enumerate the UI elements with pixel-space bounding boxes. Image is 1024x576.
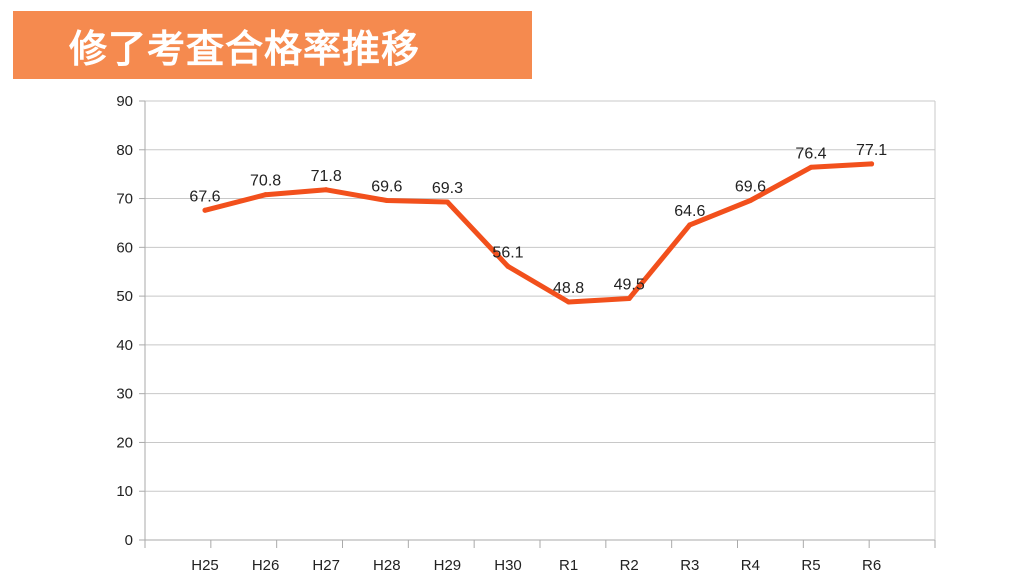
title-banner: 修了考査合格率推移 (13, 11, 532, 79)
y-tick-label: 30 (116, 386, 133, 403)
x-tick-label: R2 (620, 557, 639, 574)
data-label: 67.6 (189, 188, 220, 205)
y-tick-label: 90 (116, 93, 133, 110)
data-label: 48.8 (553, 280, 584, 297)
y-tick-label: 10 (116, 483, 133, 500)
x-tick-label: H28 (373, 557, 401, 574)
data-label: 71.8 (311, 168, 342, 185)
data-label: 77.1 (856, 142, 887, 159)
x-tick-label: H29 (434, 557, 462, 574)
data-point (869, 161, 875, 167)
y-tick-label: 60 (116, 239, 133, 256)
x-tick-label: R4 (741, 557, 760, 574)
data-point (566, 299, 572, 305)
data-point (202, 207, 208, 213)
data-label: 70.8 (250, 173, 281, 190)
data-point (626, 296, 632, 302)
data-label: 64.6 (674, 203, 705, 220)
data-point (444, 199, 450, 205)
y-tick-label: 80 (116, 142, 133, 159)
series-line (202, 161, 875, 305)
data-label: 69.6 (371, 179, 402, 196)
y-tick-label: 70 (116, 191, 133, 208)
x-tick-label: R6 (862, 557, 881, 574)
data-label: 56.1 (492, 244, 523, 261)
data-label: 49.5 (614, 277, 645, 294)
data-label: 69.6 (735, 179, 766, 196)
x-tick-label: H27 (312, 557, 340, 574)
data-point (505, 263, 511, 269)
y-tick-label: 20 (116, 434, 133, 451)
x-tick-label: R5 (801, 557, 820, 574)
data-label: 76.4 (795, 145, 826, 162)
data-point (323, 187, 329, 193)
gridlines (145, 100, 935, 492)
data-point (687, 222, 693, 228)
x-tick-label: H30 (494, 557, 522, 574)
page-title: 修了考査合格率推移 (69, 26, 421, 71)
x-axis-tick-labels: H25 H26 H27 H28 H29 H30 R1 R2 R3 R4 R5 R6 (191, 557, 881, 574)
x-tick-label: H26 (252, 557, 280, 574)
x-tick-label: R3 (680, 557, 699, 574)
x-tick-label: H25 (191, 557, 219, 574)
y-tick-label: 0 (125, 532, 133, 549)
data-labels: 67.6 70.8 71.8 69.6 69.3 56.1 48.8 49.5 64.6 69.6… (189, 142, 887, 297)
data-point (747, 198, 753, 204)
y-tick-label: 50 (116, 288, 133, 305)
data-point (263, 192, 269, 198)
axes (139, 100, 936, 548)
data-point (384, 198, 390, 204)
x-tick-label: R1 (559, 557, 578, 574)
data-point (808, 164, 814, 170)
series-layer (202, 161, 875, 305)
data-label: 69.3 (432, 180, 463, 197)
y-axis-tick-labels: 0 10 20 30 40 50 60 70 80 90 (116, 93, 133, 549)
y-tick-label: 40 (116, 337, 133, 354)
